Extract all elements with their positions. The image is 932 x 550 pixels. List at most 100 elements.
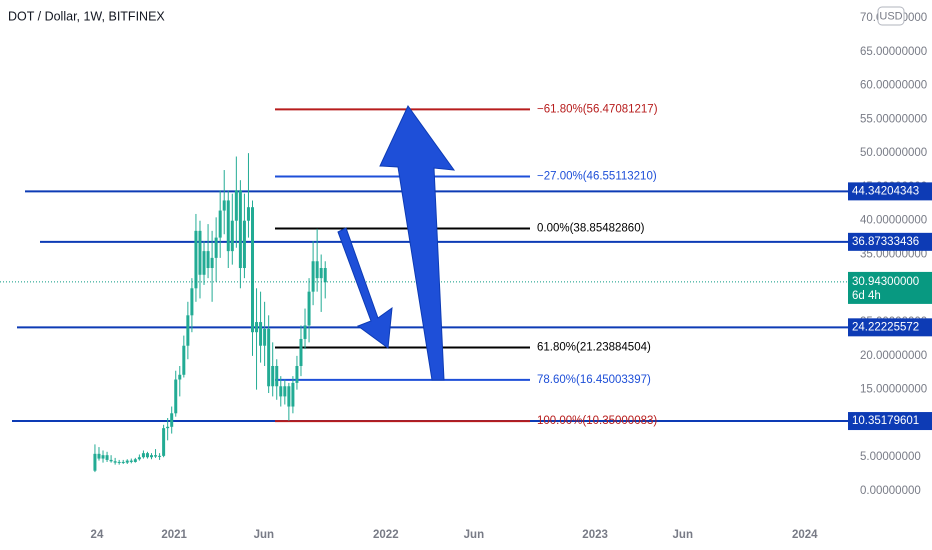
candle-body	[210, 257, 214, 269]
level-label: 24.22225572	[852, 321, 919, 333]
candle-body	[121, 461, 125, 463]
candle-body	[259, 322, 263, 346]
candle-body	[267, 328, 271, 387]
level-label-bg	[848, 412, 932, 431]
candle-body	[230, 220, 234, 252]
candle-body	[194, 230, 198, 289]
candle-body	[117, 461, 121, 463]
candle-body	[311, 261, 315, 292]
level-label: 36.87333436	[852, 236, 919, 248]
countdown-label: 6d 4h	[852, 290, 881, 302]
candle-body	[222, 200, 226, 211]
candle-body	[315, 261, 319, 279]
candle-body	[303, 325, 307, 339]
candle-body	[214, 237, 218, 258]
candle-body	[283, 386, 287, 397]
candle-body	[109, 459, 113, 462]
candle-body	[145, 453, 149, 458]
y-tick-label: 50.00000000	[860, 147, 927, 159]
candle-body	[101, 455, 105, 459]
candle-body	[93, 453, 97, 471]
plot: −61.80%(56.47081217) −27.00%(46.55113210)…	[0, 103, 848, 473]
candle-body	[242, 220, 246, 269]
candle-body	[182, 345, 186, 375]
x-tick-label: Jun	[254, 529, 274, 541]
candle-body	[129, 460, 133, 462]
level-label-bg	[848, 182, 932, 201]
down-arrow	[337, 227, 393, 349]
candle-body	[279, 386, 283, 397]
candle-body	[295, 365, 299, 383]
candle-body	[141, 453, 145, 458]
candle-body	[154, 455, 158, 457]
y-tick-label: 20.00000000	[860, 350, 927, 362]
candle-body	[162, 428, 166, 456]
fib-label: 78.60%(16.45003397)	[537, 374, 651, 386]
candle-body	[202, 251, 206, 275]
candle-body	[226, 200, 230, 252]
candle-body	[113, 461, 117, 463]
y-tick-label: 15.00000000	[860, 384, 927, 396]
level-label: 44.34204343	[852, 185, 919, 197]
candle-body	[238, 190, 242, 269]
candle-body	[190, 288, 194, 316]
y-tick-label: 35.00000000	[860, 249, 927, 261]
x-tick-label: 2021	[161, 529, 187, 541]
x-tick-label: Jun	[464, 529, 484, 541]
currency-button[interactable]	[877, 6, 905, 26]
candle-body	[158, 455, 162, 457]
chart-title: DOT / Dollar, 1W, BITFINEX	[8, 9, 165, 23]
candle-body	[323, 268, 327, 283]
candle-body	[271, 365, 275, 387]
candle-body	[105, 455, 109, 460]
candle-body	[234, 190, 238, 221]
y-tick-label: 65.00000000	[860, 46, 927, 58]
y-tick-label: 55.00000000	[860, 113, 927, 125]
level-label: 10.35179601	[852, 415, 919, 427]
candle-body	[319, 268, 323, 279]
last-price-bg	[848, 271, 932, 304]
candle-body	[178, 374, 182, 380]
candle-body	[251, 207, 255, 333]
level-label-bg	[848, 318, 932, 337]
fib-label: 61.80%(21.23884504)	[537, 342, 651, 354]
y-tick-label: 60.00000000	[860, 80, 927, 92]
up-arrow	[379, 105, 456, 381]
x-tick-label: 24	[91, 529, 104, 541]
candle-body	[206, 251, 210, 269]
price-axis: 0.000000005.0000000010.0000000015.000000…	[848, 12, 932, 497]
candle-body	[275, 365, 279, 387]
x-tick-label: 2023	[582, 529, 608, 541]
candle-body	[166, 426, 170, 429]
currency-label: USD	[879, 10, 902, 22]
x-tick-label: 2024	[792, 529, 818, 541]
y-tick-label: 40.00000000	[860, 215, 927, 227]
arrows	[337, 105, 456, 381]
candle-body	[198, 230, 202, 275]
candle-body	[255, 322, 259, 333]
fib-label: −61.80%(56.47081217)	[537, 103, 658, 115]
candle-body	[133, 459, 137, 462]
y-tick-label: 5.00000000	[860, 451, 921, 463]
x-tick-label: 2022	[373, 529, 399, 541]
candle-body	[174, 379, 178, 414]
candle-body	[263, 328, 267, 346]
level-label-bg	[848, 232, 932, 251]
candle-body	[287, 386, 291, 407]
candle-body	[291, 382, 295, 407]
candle-body	[307, 291, 311, 326]
y-tick-label: 0.00000000	[860, 485, 921, 497]
candle-body	[137, 457, 141, 460]
candle-body	[218, 210, 222, 238]
candle-body	[186, 315, 190, 346]
candle-body	[150, 455, 154, 458]
candle-body	[97, 453, 101, 459]
candle-body	[125, 460, 129, 463]
candle-body	[170, 413, 174, 427]
price-axis-bg	[848, 0, 932, 520]
last-price-label: 30.94300000	[852, 276, 919, 288]
candle-body	[299, 338, 303, 366]
fib-label: −27.00%(46.55113210)	[537, 170, 657, 182]
